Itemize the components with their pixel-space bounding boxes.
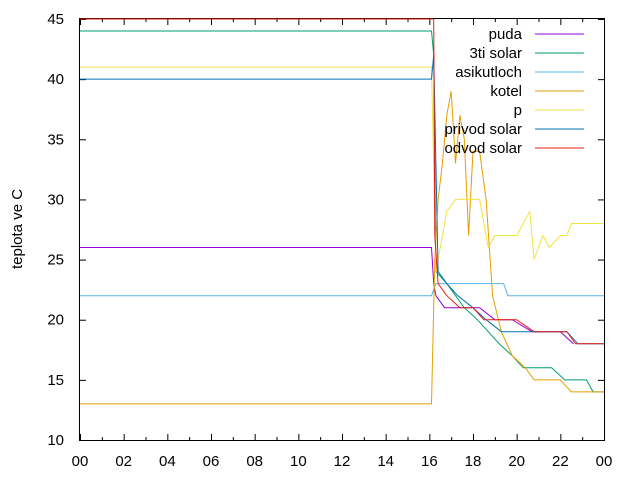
legend-label: odvod solar	[444, 140, 522, 157]
x-tick-label: 10	[290, 453, 307, 470]
x-tick-label: 04	[159, 453, 176, 470]
x-tick-label: 06	[203, 453, 220, 470]
series-line-kotel	[80, 91, 604, 405]
series-line-asikutloch	[80, 283, 604, 297]
series-lines	[80, 18, 604, 405]
x-tick-label: 02	[115, 453, 132, 470]
x-tick-labels: 00 02 04 06 08 10 12 14 16 18 20 22 00	[72, 453, 613, 470]
x-tick-label: 22	[552, 453, 569, 470]
legend-label: asikutloch	[455, 64, 522, 81]
x-tick-label: 08	[246, 453, 263, 470]
series-line-odvod-solar	[80, 18, 604, 345]
x-tick-label: 00	[596, 453, 613, 470]
legend-label: puda	[489, 26, 523, 43]
x-tick-label: 00	[72, 453, 89, 470]
series-line-privod-solar	[80, 55, 604, 345]
x-tick-label: 20	[508, 453, 525, 470]
y-tick-label: 40	[47, 71, 64, 88]
y-axis-label: teplota ve C	[9, 189, 26, 269]
y-tick-label: 25	[47, 252, 64, 269]
y-tick-label: 45	[47, 11, 64, 28]
y-tick-labels: 10 15 20 25 30 35 40 45	[47, 11, 64, 449]
x-tick-label: 16	[421, 453, 438, 470]
y-tick-label: 15	[47, 372, 64, 389]
legend-label: 3ti solar	[469, 45, 522, 62]
y-tick-label: 35	[47, 131, 64, 148]
x-tick-label: 12	[334, 453, 351, 470]
legend-label: p	[514, 102, 522, 119]
y-tick-label: 30	[47, 191, 64, 208]
plot-frame	[79, 18, 605, 441]
series-line-p	[80, 66, 604, 272]
legend-label: privod solar	[444, 121, 522, 138]
y-tick-label: 10	[47, 432, 64, 449]
y-tick-label: 20	[47, 312, 64, 329]
axis-ticks	[80, 19, 605, 441]
x-tick-label: 14	[377, 453, 394, 470]
legend-label: kotel	[490, 83, 522, 100]
x-tick-label: 18	[465, 453, 482, 470]
series-line-3ti-solar	[80, 30, 604, 393]
legend: puda 3ti solar asikutloch kotel p privod sola…	[444, 26, 584, 157]
